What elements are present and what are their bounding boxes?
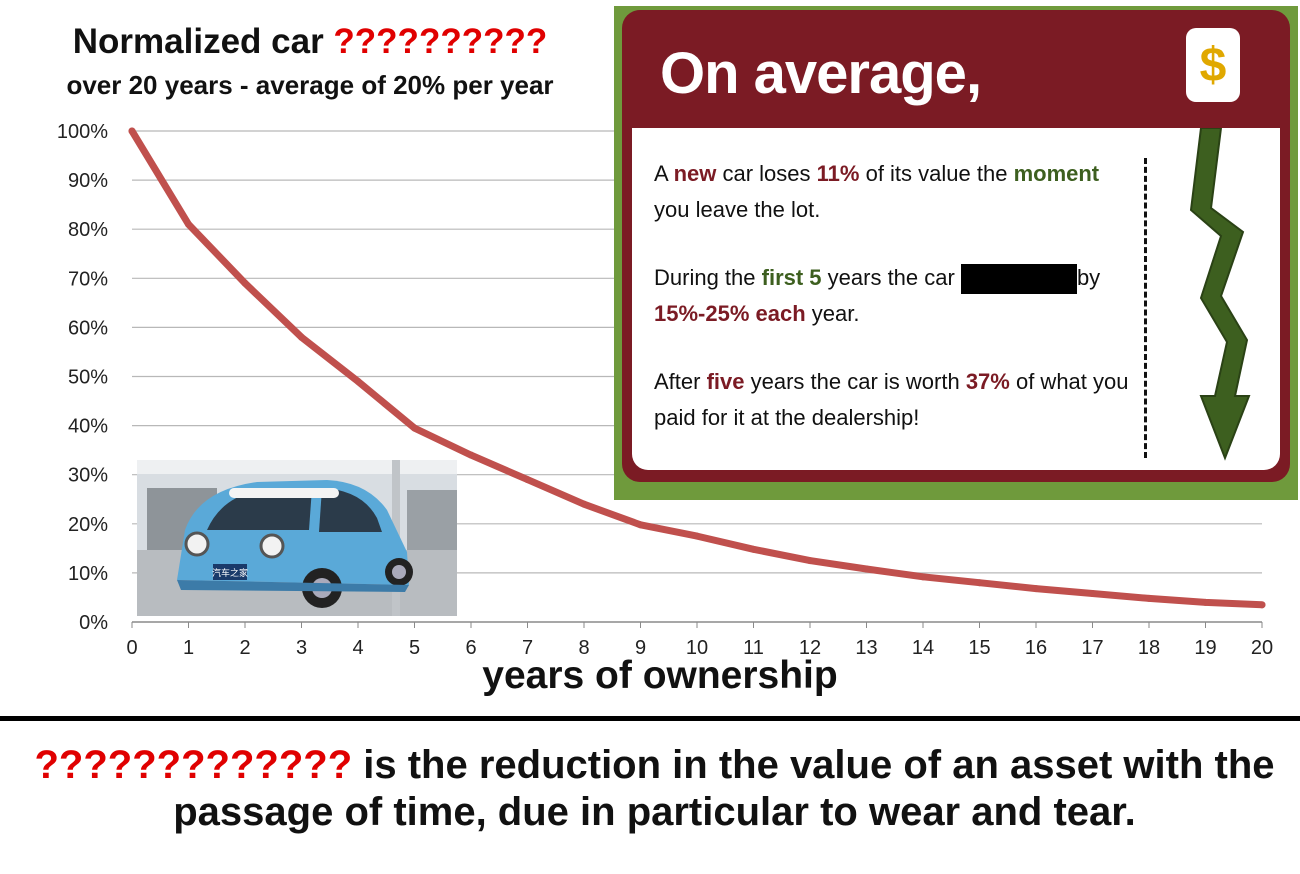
- data-points: [128, 127, 1266, 609]
- data-point: [411, 424, 418, 432]
- y-tick-label: 20%: [68, 514, 108, 536]
- x-tick-label: 3: [296, 637, 307, 659]
- info-paragraph-1: A new car loses 11% of its value the mom…: [654, 161, 1100, 222]
- data-point: [524, 476, 531, 484]
- info-card-title: On average,: [660, 41, 982, 106]
- x-tick-label: 17: [1081, 637, 1103, 659]
- y-tick-label: 60%: [68, 317, 108, 339]
- data-point: [467, 451, 475, 459]
- chart-title: Normalized car ??????????: [72, 22, 548, 61]
- info-card-frame: On average, $ A new car loses 11% of its…: [622, 10, 1290, 482]
- data-point: [185, 220, 192, 228]
- info-paragraph-3: After five years the car is worth 37% of…: [654, 369, 1129, 430]
- section-divider: [0, 716, 1300, 721]
- y-tick-label: 10%: [68, 563, 108, 585]
- y-tick-label: 100%: [57, 121, 108, 143]
- chart-subtitle: over 20 years - average of 20% per year: [66, 70, 554, 100]
- masked-title-word: ??????????: [333, 22, 548, 61]
- masked-term: ?????????????: [34, 743, 353, 787]
- info-paragraph-2: During the first 5 years the car by 15%-2…: [654, 264, 1101, 326]
- x-tick-label: 13: [855, 637, 877, 659]
- x-tick-label: 6: [465, 637, 476, 659]
- x-tick-label: 14: [912, 637, 934, 659]
- y-tick-label: 40%: [68, 416, 108, 438]
- info-card: On average, $ A new car loses 11% of its…: [614, 6, 1298, 500]
- car-photo: 汽车之家: [137, 460, 457, 616]
- redacted-word: [960, 264, 1077, 295]
- x-tick-label: 1: [183, 637, 194, 659]
- x-tick-label: 20: [1251, 637, 1273, 659]
- down-arrow-icon: [1189, 128, 1251, 461]
- y-tick-label: 30%: [68, 465, 108, 487]
- x-tick-label: 8: [578, 637, 589, 659]
- x-tick-label: 9: [635, 637, 646, 659]
- y-tick-label: 50%: [68, 367, 108, 389]
- x-axis-title: years of ownership: [482, 654, 838, 697]
- x-tick-label: 18: [1138, 637, 1160, 659]
- data-point: [1258, 601, 1266, 609]
- x-tick-label: 0: [126, 637, 137, 659]
- x-tick-label: 7: [522, 637, 533, 659]
- license-plate-text: 汽车之家: [212, 567, 248, 579]
- x-tick-labels: 0 1 2 3 4 5 6 7 8 9 10 11 12 13 14 15 16 17 18 19 20: [126, 637, 1273, 659]
- data-point: [128, 127, 136, 135]
- dashed-divider: [1144, 158, 1147, 458]
- x-tick-label: 19: [1194, 637, 1216, 659]
- info-card-panel: A new car loses 11% of its value the mom…: [632, 128, 1280, 470]
- dollar-icon: $: [1186, 28, 1240, 102]
- data-point: [919, 573, 927, 581]
- definition-text: ????????????? is the reduction in the va…: [34, 743, 1275, 834]
- data-point: [1202, 598, 1209, 606]
- x-tick-label: 2: [239, 637, 250, 659]
- x-tick-label: 12: [799, 637, 821, 659]
- y-tick-label: 70%: [68, 268, 108, 290]
- x-tick-label: 16: [1025, 637, 1047, 659]
- y-tick-labels: 0% 10% 20% 30% 40% 50% 60% 70% 80% 90% 100%: [57, 121, 108, 634]
- x-tick-label: 10: [686, 637, 708, 659]
- data-point: [354, 377, 362, 385]
- data-point: [637, 521, 644, 529]
- y-tick-label: 80%: [68, 219, 108, 241]
- x-tick-label: 15: [968, 637, 990, 659]
- x-tick-label: 11: [743, 637, 764, 659]
- data-point: [1145, 594, 1153, 602]
- data-point: [580, 500, 588, 508]
- data-point: [1089, 590, 1096, 598]
- data-point: [693, 532, 701, 540]
- x-tick-label: 5: [409, 637, 420, 659]
- data-point: [976, 579, 983, 587]
- x-tick-label: 4: [352, 637, 363, 659]
- data-point: [241, 279, 249, 287]
- data-point: [863, 565, 870, 573]
- data-point: [1032, 585, 1040, 593]
- data-point: [298, 333, 305, 341]
- y-tick-label: 90%: [68, 170, 108, 192]
- data-point: [750, 545, 757, 553]
- data-point: [806, 557, 814, 565]
- y-tick-label: 0%: [79, 612, 108, 634]
